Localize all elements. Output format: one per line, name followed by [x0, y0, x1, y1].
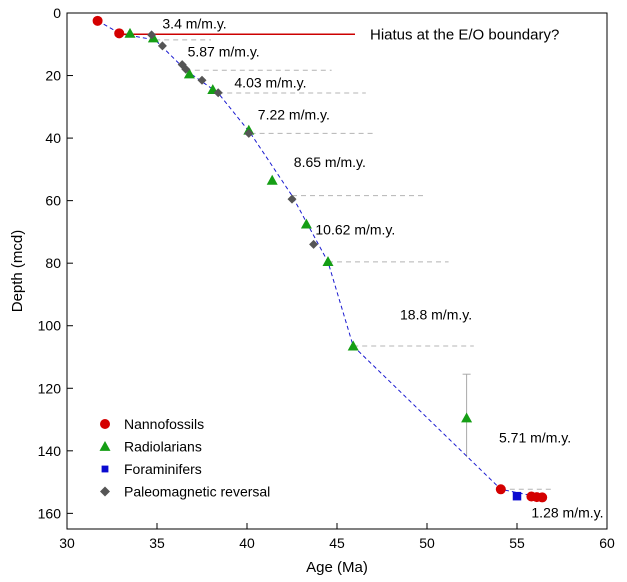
- radiolarians-point: [322, 256, 334, 267]
- radiolarians-point: [347, 340, 359, 351]
- radiolarians-point: [124, 27, 136, 38]
- y-tick-label: 80: [45, 255, 61, 271]
- paleomagnetic-reversal-point: [213, 88, 223, 98]
- rate-label: 5.87 m/m.y.: [188, 43, 260, 59]
- rate-label: 10.62 m/m.y.: [315, 222, 395, 238]
- rate-annotations: 3.4 m/m.y. 5.87 m/m.y. 4.03 m/m.y. 7.22 m/m…: [162, 15, 603, 520]
- x-axis-label: Age (Ma): [306, 559, 368, 576]
- rate-label: 3.4 m/m.y.: [162, 15, 226, 31]
- paleomagnetic-reversal-point: [309, 239, 319, 249]
- rate-label: 7.22 m/m.y.: [258, 106, 330, 122]
- y-tick-label: 100: [38, 318, 62, 334]
- x-tick-label: 40: [239, 535, 255, 551]
- x-tick-label: 35: [149, 535, 165, 551]
- y-tick-label: 20: [45, 68, 61, 84]
- y-tick-label: 0: [53, 5, 61, 21]
- axes: 30 35 40 45 50 55 60 0 20 40 60 80 100 120 140 160 Age…: [9, 5, 615, 576]
- legend: Nannofossils Radiolarians Foraminifers Pale…: [99, 416, 270, 500]
- y-axis-label: Depth (mcd): [9, 230, 26, 313]
- x-axis-ticks: 30 35 40 45 50 55 60: [59, 523, 615, 551]
- x-tick-label: 55: [509, 535, 525, 551]
- legend-radiolarians-label: Radiolarians: [124, 439, 202, 455]
- x-tick-label: 45: [329, 535, 345, 551]
- legend-foraminifers-symbol: [101, 465, 109, 473]
- nannofossils-point: [114, 28, 125, 39]
- paleomagnetic-reversal-point: [197, 75, 207, 85]
- y-tick-label: 160: [38, 505, 62, 521]
- x-tick-label: 60: [599, 535, 615, 551]
- nannofossils-point: [537, 492, 548, 503]
- paleomagnetic-reversal-point: [287, 194, 297, 204]
- rate-label: 18.8 m/m.y.: [400, 306, 472, 322]
- y-tick-label: 60: [45, 193, 61, 209]
- paleomagnetic-reversal-point: [157, 41, 167, 51]
- y-axis-ticks: 0 20 40 60 80 100 120 140 160: [38, 5, 73, 521]
- data-points: [92, 15, 548, 503]
- rate-label: 1.28 m/m.y.: [531, 505, 603, 521]
- legend-radiolarians-symbol: [99, 441, 111, 451]
- y-tick-label: 120: [38, 380, 62, 396]
- y-tick-label: 40: [45, 130, 61, 146]
- radiolarians-point: [183, 68, 195, 79]
- radiolarians-point: [266, 174, 278, 185]
- nannofossils-point: [92, 15, 103, 26]
- rate-label: 8.65 m/m.y.: [294, 154, 366, 170]
- legend-foraminifers-label: Foraminifers: [124, 461, 202, 477]
- radiolarians-point: [300, 218, 312, 229]
- nannofossils-point: [495, 484, 506, 495]
- paleomagnetic-reversal-point: [181, 64, 191, 74]
- hiatus-label: Hiatus at the E/O boundary?: [370, 26, 559, 43]
- legend-nannofossils-symbol: [100, 419, 110, 429]
- x-tick-label: 50: [419, 535, 435, 551]
- rate-label: 4.03 m/m.y.: [234, 74, 306, 90]
- x-tick-label: 30: [59, 535, 75, 551]
- hiatus: Hiatus at the E/O boundary?: [121, 26, 559, 43]
- radiolarians-point: [461, 412, 473, 423]
- legend-paleomagnetic-reversal-label: Paleomagnetic reversal: [124, 484, 270, 500]
- foraminifers-point: [512, 491, 522, 501]
- paleomagnetic-reversal-point: [244, 128, 254, 138]
- paleomagnetic-reversal-point: [147, 30, 157, 40]
- rate-label: 5.71 m/m.y.: [499, 430, 571, 446]
- legend-paleomagnetic-reversal-symbol: [100, 486, 110, 497]
- rate-boundary-lines: [155, 39, 553, 490]
- y-tick-label: 140: [38, 443, 62, 459]
- legend-nannofossils-label: Nannofossils: [124, 416, 204, 432]
